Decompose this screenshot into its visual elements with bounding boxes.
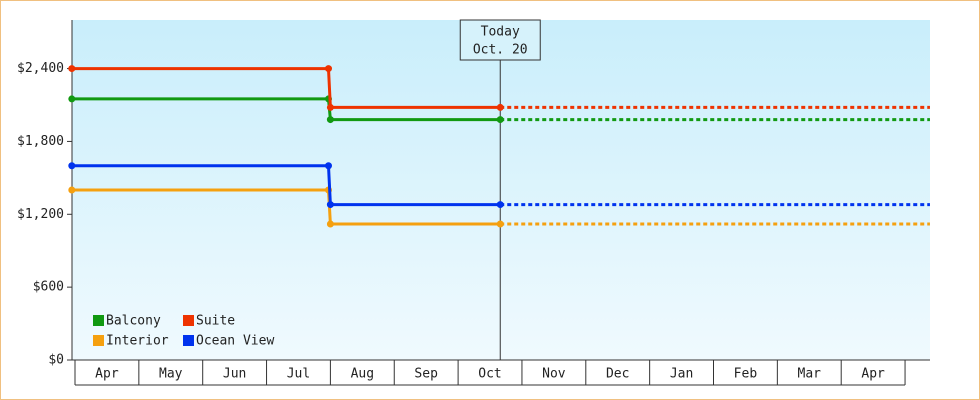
x-tick-label: May (159, 367, 183, 382)
point (324, 162, 332, 170)
x-tick-label: Mar (798, 367, 822, 382)
point (326, 116, 334, 124)
point (68, 162, 76, 170)
point (68, 65, 76, 73)
legend-label: Ocean View (196, 334, 274, 349)
y-tick-label: $1,800 (17, 134, 64, 149)
today-label: Oct. 20 (473, 43, 528, 58)
x-tick-label: Jul (287, 367, 310, 382)
today-box (459, 19, 541, 61)
x-tick-label: Sep (414, 367, 438, 382)
point (68, 95, 76, 103)
point (326, 201, 334, 209)
legend-swatch (183, 335, 194, 346)
legend-label: Interior (106, 334, 169, 349)
point (496, 103, 504, 111)
point (496, 116, 504, 124)
point (326, 103, 334, 111)
x-tick-label: Feb (734, 367, 758, 382)
today-label: Today (481, 25, 520, 40)
legend-swatch (93, 335, 104, 346)
x-tick-label: Apr (861, 367, 885, 382)
x-tick-label: Nov (542, 367, 566, 382)
y-tick-label: $600 (33, 280, 64, 295)
point (496, 220, 504, 228)
legend-swatch (183, 315, 194, 326)
point (326, 220, 334, 228)
legend-swatch (93, 315, 104, 326)
series-line (71, 164, 501, 207)
series-line (71, 67, 501, 109)
x-tick-label: Jan (670, 367, 693, 382)
point (324, 65, 332, 73)
legend-label: Balcony (106, 314, 161, 329)
y-tick-label: $2,400 (17, 61, 64, 76)
x-tick-label: Aug (351, 367, 374, 382)
x-tick-label: Oct (478, 367, 501, 382)
y-tick-label: $0 (48, 353, 64, 368)
x-tick-label: Apr (95, 367, 119, 382)
legend-label: Suite (196, 314, 235, 329)
x-tick-label: Jun (223, 367, 246, 382)
x-tick-label: Dec (606, 367, 629, 382)
point (68, 186, 76, 194)
point (496, 201, 504, 209)
y-tick-label: $1,200 (17, 207, 64, 222)
